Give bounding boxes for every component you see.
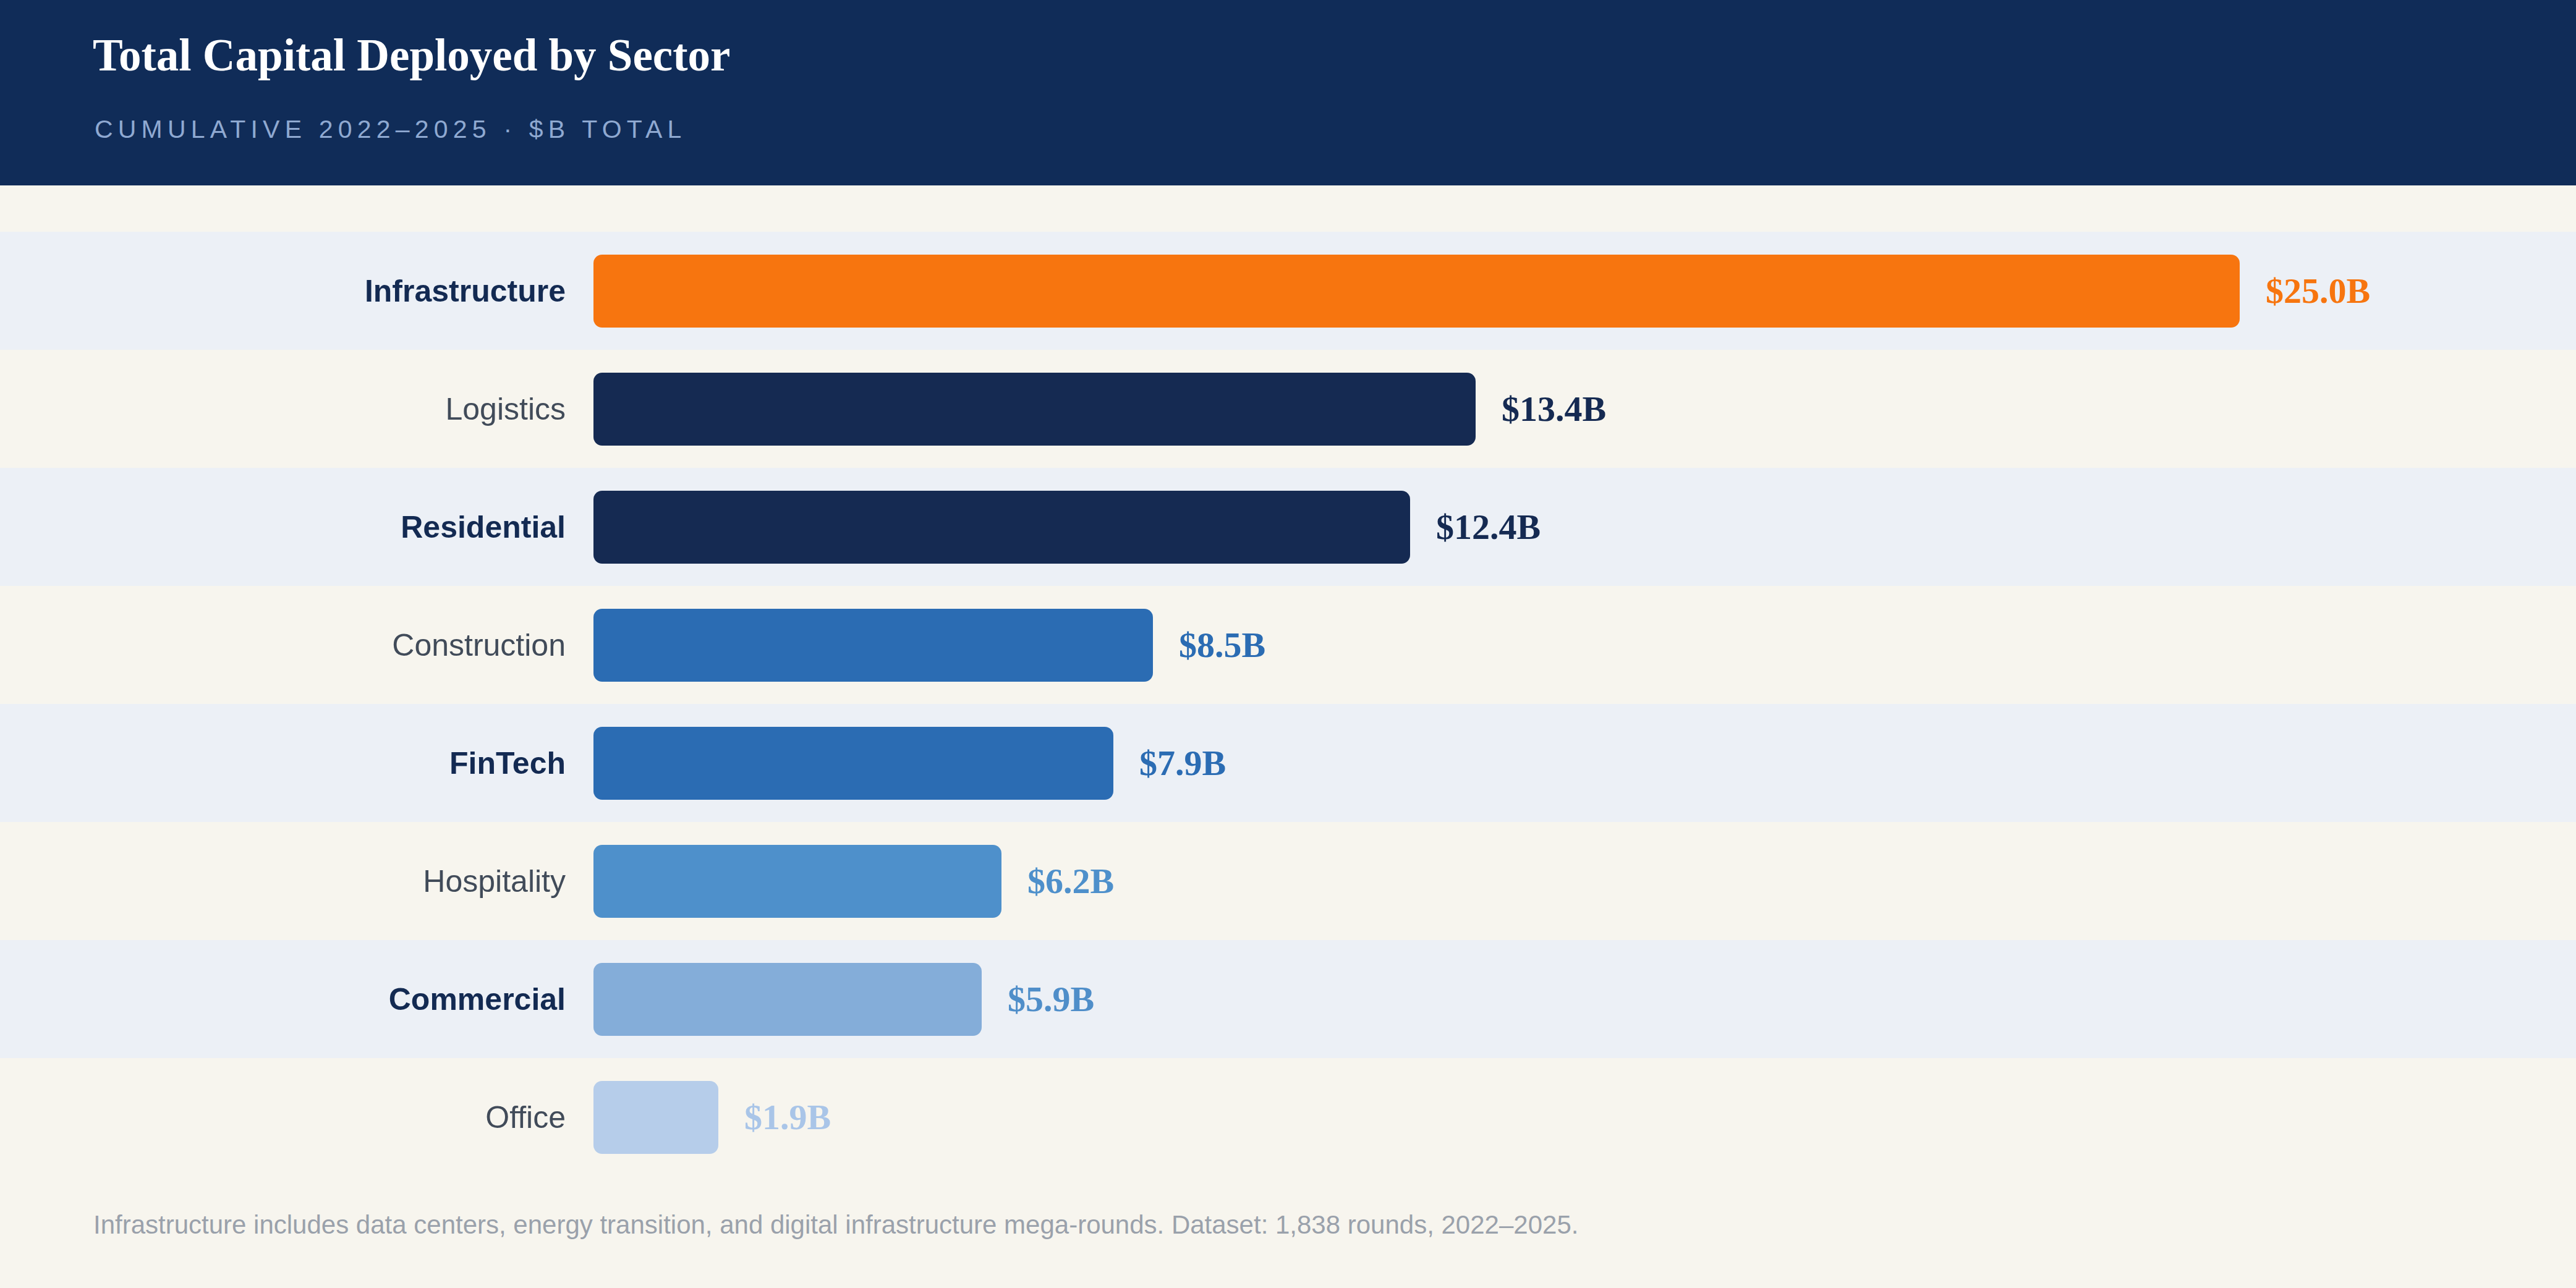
chart-row-office: Office $1.9B [0, 1058, 2576, 1176]
capital-deployed-chart: Total Capital Deployed by Sector CUMULAT… [0, 0, 2576, 1288]
value-label-hospitality: $6.2B [1027, 860, 1114, 902]
category-label-commercial: Commercial [0, 981, 566, 1017]
chart-row-commercial: Commercial $5.9B [0, 940, 2576, 1058]
chart-subtitle: CUMULATIVE 2022–2025 · $B TOTAL [95, 115, 687, 144]
category-label-residential: Residential [0, 509, 566, 545]
bar-office [593, 1081, 718, 1154]
value-label-logistics: $13.4B [1502, 388, 1606, 430]
value-label-office: $1.9B [744, 1096, 831, 1138]
category-label-logistics: Logistics [0, 391, 566, 427]
chart-row-construction: Construction $8.5B [0, 586, 2576, 704]
chart-row-residential: Residential $12.4B [0, 468, 2576, 586]
value-label-commercial: $5.9B [1008, 978, 1094, 1020]
value-label-fintech: $7.9B [1139, 742, 1226, 784]
value-label-infrastructure: $25.0B [2266, 270, 2370, 311]
category-label-office: Office [0, 1099, 566, 1135]
bar-commercial [593, 963, 982, 1036]
value-label-residential: $12.4B [1436, 506, 1541, 548]
chart-title: Total Capital Deployed by Sector [93, 31, 730, 80]
category-label-construction: Construction [0, 627, 566, 663]
chart-row-hospitality: Hospitality $6.2B [0, 822, 2576, 940]
chart-footnote: Infrastructure includes data centers, en… [93, 1210, 1578, 1240]
chart-row-logistics: Logistics $13.4B [0, 350, 2576, 468]
category-label-fintech: FinTech [0, 745, 566, 781]
bar-fintech [593, 727, 1113, 800]
bar-residential [593, 491, 1410, 564]
category-label-hospitality: Hospitality [0, 863, 566, 899]
category-label-infrastructure: Infrastructure [0, 273, 566, 309]
bar-chart-rows: Infrastructure $25.0B Logistics $13.4B R… [0, 232, 2576, 1176]
bar-construction [593, 609, 1153, 682]
chart-row-fintech: FinTech $7.9B [0, 704, 2576, 822]
chart-row-infrastructure: Infrastructure $25.0B [0, 232, 2576, 350]
value-label-construction: $8.5B [1179, 624, 1265, 666]
chart-header: Total Capital Deployed by Sector CUMULAT… [0, 0, 2576, 185]
bar-logistics [593, 373, 1476, 446]
bar-hospitality [593, 845, 1001, 918]
bar-infrastructure [593, 255, 2240, 328]
